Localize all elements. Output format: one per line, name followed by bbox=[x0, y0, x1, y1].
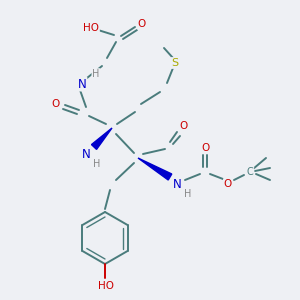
Text: N: N bbox=[172, 178, 182, 190]
Polygon shape bbox=[92, 128, 112, 149]
Text: N: N bbox=[78, 77, 86, 91]
Text: H: H bbox=[184, 189, 192, 199]
Text: O: O bbox=[224, 179, 232, 189]
Text: C: C bbox=[247, 167, 254, 177]
Text: H: H bbox=[92, 69, 100, 79]
Text: H: H bbox=[93, 159, 101, 169]
Polygon shape bbox=[138, 158, 172, 180]
Text: S: S bbox=[171, 58, 178, 68]
Text: N: N bbox=[82, 148, 90, 161]
Text: O: O bbox=[201, 143, 209, 153]
Text: O: O bbox=[138, 19, 146, 29]
Text: HO: HO bbox=[98, 281, 114, 291]
Text: HO: HO bbox=[83, 23, 99, 33]
Text: O: O bbox=[52, 99, 60, 109]
Text: O: O bbox=[179, 121, 187, 131]
